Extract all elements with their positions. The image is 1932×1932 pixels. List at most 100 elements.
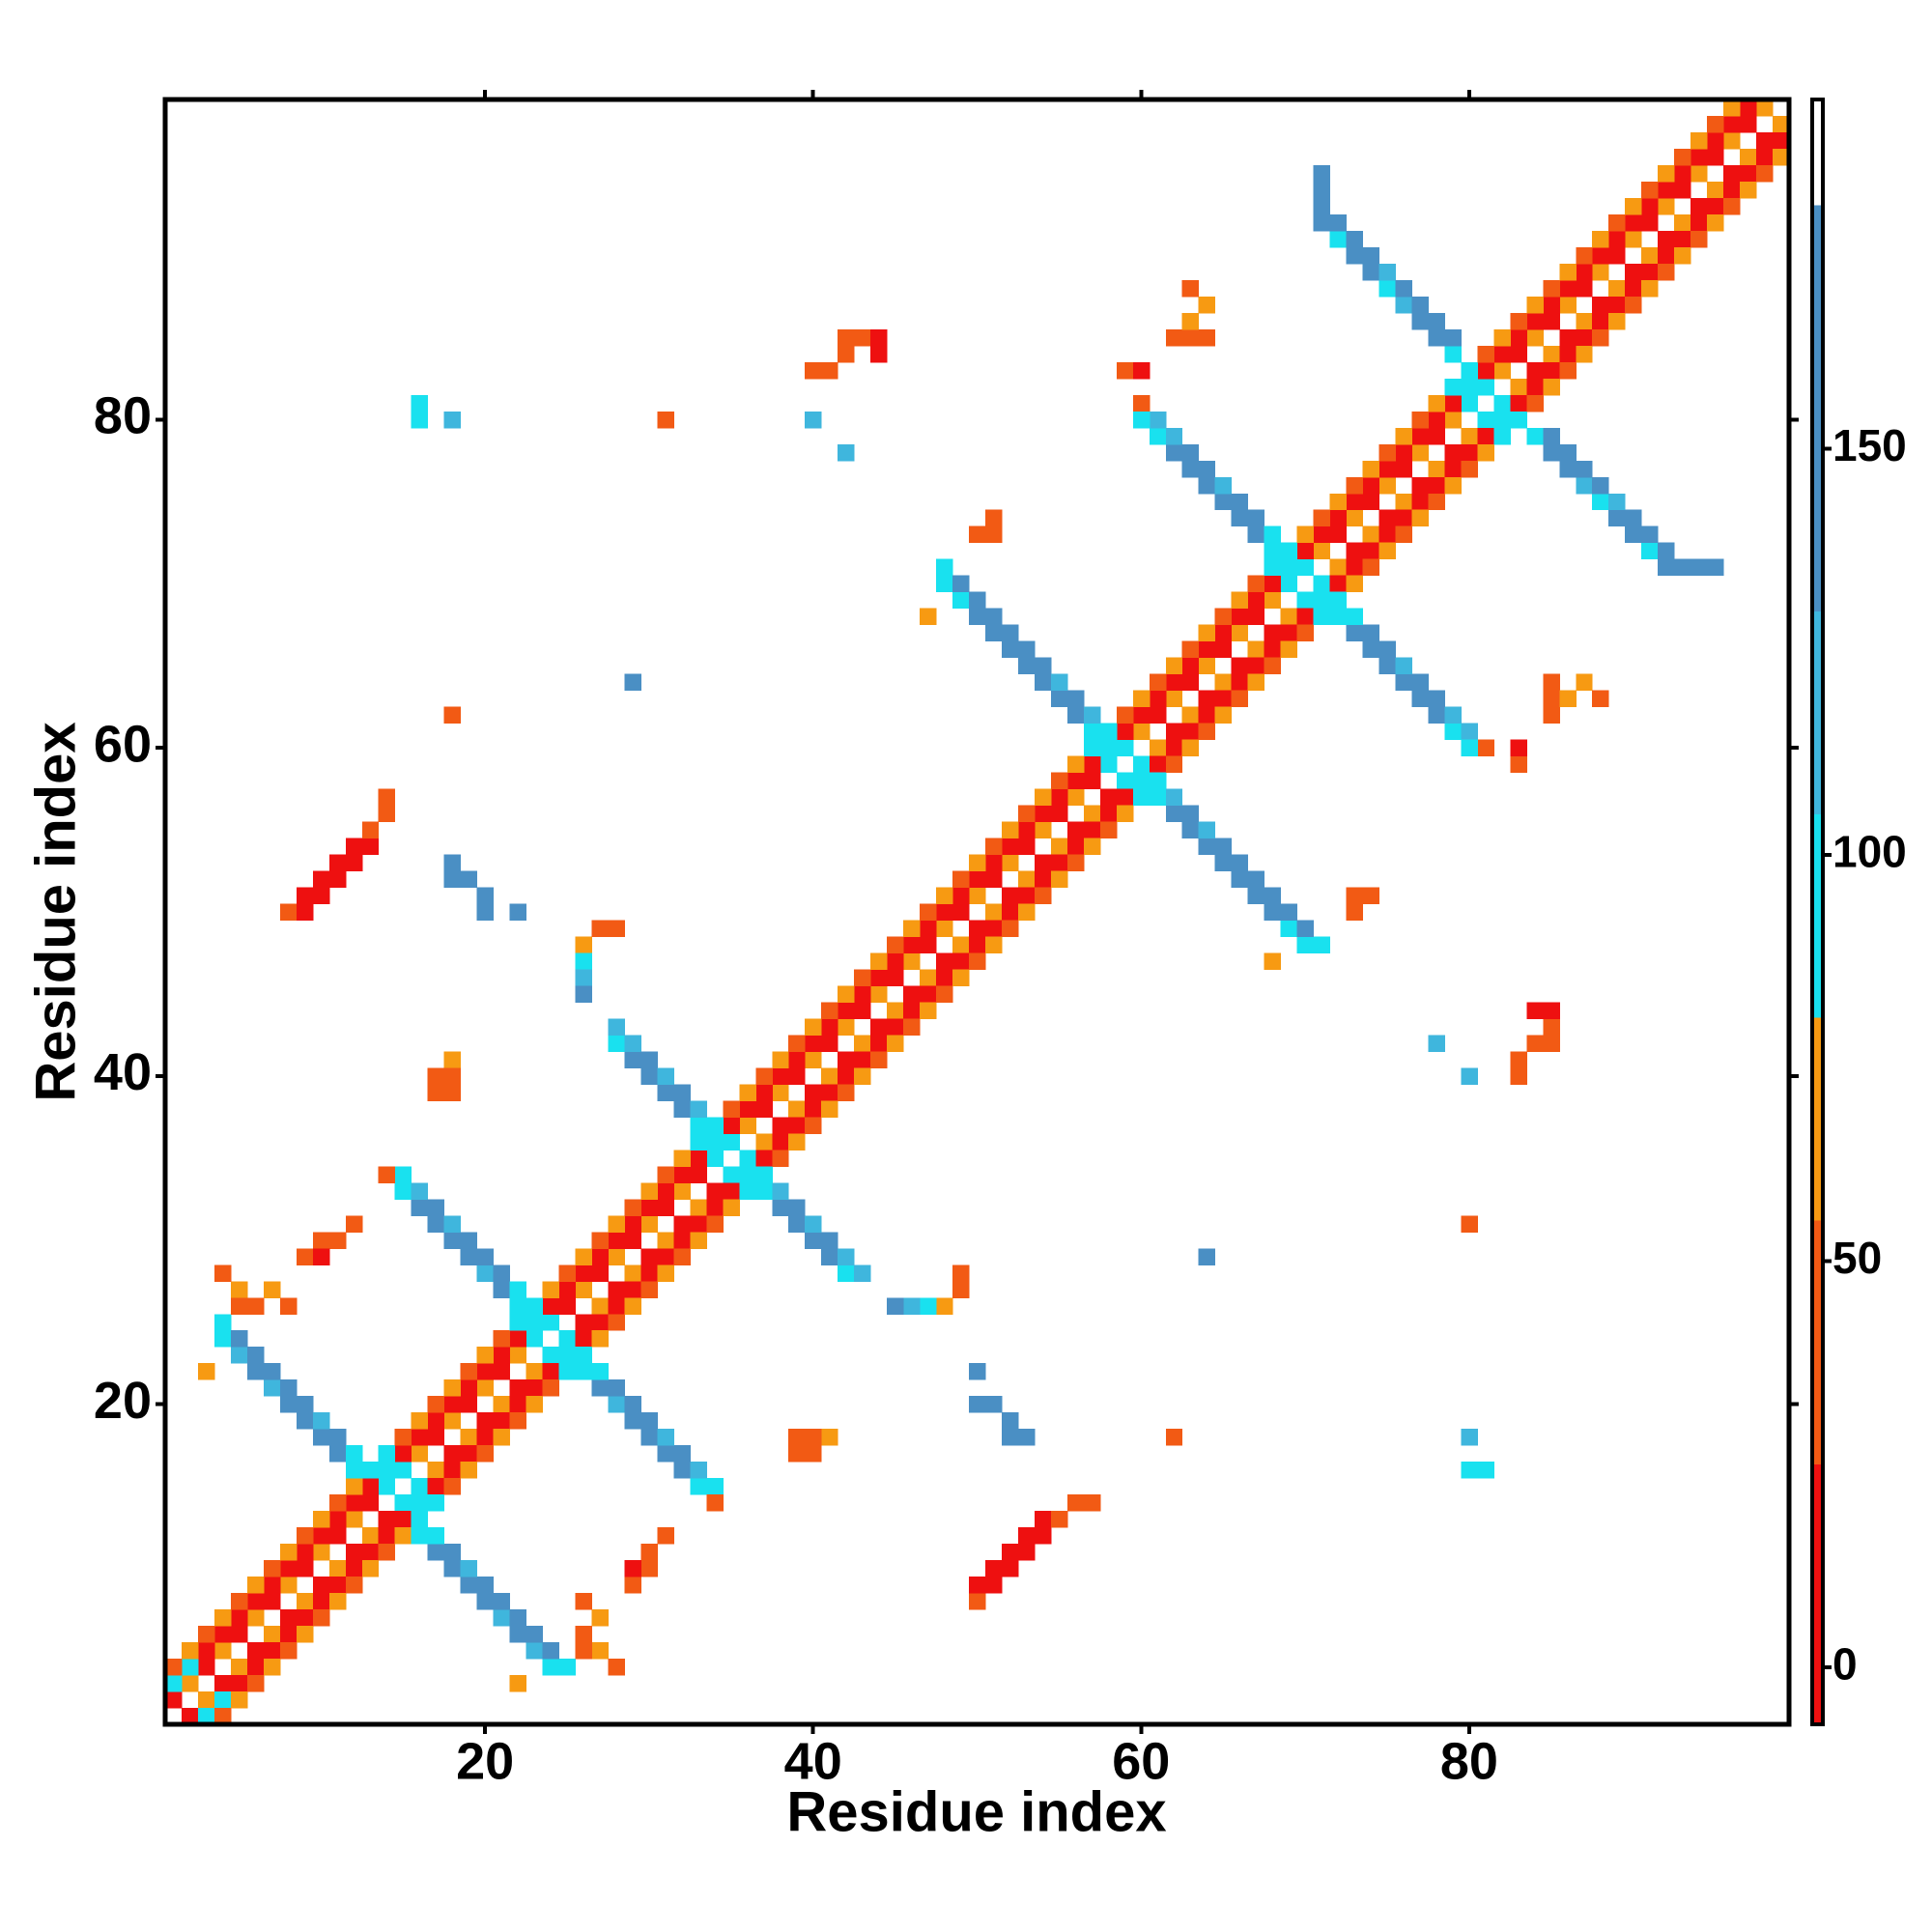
heatmap-cell — [624, 673, 641, 692]
heatmap-cell — [608, 1396, 625, 1413]
heatmap-cell — [936, 920, 953, 937]
heatmap-cell — [1001, 1560, 1019, 1577]
heatmap-cell — [1165, 788, 1183, 807]
heatmap-cell — [657, 1232, 674, 1249]
heatmap-cell — [1641, 213, 1659, 232]
heatmap-cell — [246, 1363, 265, 1380]
heatmap-cell — [984, 509, 1003, 527]
heatmap-cell — [673, 1182, 691, 1200]
heatmap-cell — [345, 838, 363, 856]
heatmap-cell — [624, 1396, 641, 1413]
heatmap-cell — [821, 1067, 838, 1085]
heatmap-cell — [1116, 361, 1134, 380]
heatmap-cell — [1543, 690, 1560, 708]
heatmap-cell — [378, 1544, 396, 1561]
heatmap-cell — [328, 1445, 347, 1463]
heatmap-cell — [1723, 115, 1741, 133]
heatmap-cell — [657, 1166, 674, 1183]
heatmap-cell — [1247, 640, 1265, 659]
heatmap-cell — [1395, 526, 1412, 544]
heatmap-cell — [213, 1314, 232, 1331]
x-tick-label: 60 — [1112, 1732, 1170, 1790]
heatmap-cell — [640, 1544, 658, 1561]
heatmap-cell — [1773, 115, 1790, 133]
heatmap-cell — [1050, 854, 1068, 872]
heatmap-cell — [246, 1347, 265, 1364]
heatmap-cell — [952, 952, 970, 970]
heatmap-cell — [1116, 723, 1134, 741]
heatmap-cell — [1510, 411, 1527, 429]
heatmap-cell — [1165, 657, 1183, 675]
heatmap-cell — [1214, 673, 1233, 692]
heatmap-cell — [805, 1035, 822, 1052]
heatmap-cell — [903, 920, 921, 937]
heatmap-cell — [1526, 1002, 1544, 1019]
heatmap-cell — [673, 1462, 691, 1479]
heatmap-cell — [1444, 706, 1462, 724]
heatmap-cell — [575, 985, 592, 1003]
heatmap-cell — [361, 821, 380, 839]
heatmap-cell — [952, 1281, 970, 1298]
heatmap-cell — [1034, 673, 1052, 692]
heatmap-cell — [1444, 443, 1462, 462]
heatmap-cell — [1149, 673, 1167, 692]
heatmap-cell — [1034, 854, 1052, 872]
heatmap-cell — [411, 1494, 429, 1512]
heatmap-cell — [920, 608, 937, 626]
heatmap-cell — [640, 1560, 658, 1577]
heatmap-cell — [1461, 361, 1478, 380]
heatmap-cell — [1477, 427, 1494, 445]
heatmap-cell — [263, 1593, 281, 1610]
heatmap-cell — [1165, 755, 1183, 774]
y-tick-label: 80 — [94, 387, 152, 445]
heatmap-cell — [1050, 838, 1068, 856]
heatmap-cell — [838, 328, 855, 347]
heatmap-cell — [739, 1100, 756, 1118]
heatmap-cell — [411, 1199, 429, 1216]
heatmap-cell — [657, 1067, 674, 1085]
heatmap-cell — [230, 1675, 248, 1692]
heatmap-cell — [1428, 460, 1445, 478]
heatmap-cell — [312, 887, 330, 905]
heatmap-cell — [1592, 690, 1609, 708]
heatmap-cell — [591, 1232, 609, 1249]
heatmap-cell — [1461, 1215, 1478, 1233]
heatmap-cell — [1444, 378, 1462, 396]
heatmap-cell — [1674, 148, 1691, 166]
heatmap-cell — [1592, 296, 1609, 314]
heatmap-cell — [1576, 312, 1593, 330]
heatmap-cell — [772, 1051, 789, 1068]
heatmap-cell — [476, 1248, 495, 1265]
heatmap-cell — [984, 903, 1003, 921]
heatmap-cell — [624, 1199, 641, 1216]
heatmap-cell — [1510, 755, 1527, 774]
heatmap-cell — [558, 1264, 576, 1282]
heatmap-cell — [1608, 246, 1626, 265]
heatmap-cell — [509, 1675, 527, 1692]
heatmap-cell — [1329, 230, 1348, 248]
heatmap-cell — [1461, 1067, 1478, 1085]
heatmap-cell — [969, 591, 986, 610]
heatmap-cell — [805, 1100, 822, 1118]
heatmap-cell — [1181, 821, 1200, 839]
heatmap-cell — [1641, 181, 1659, 199]
heatmap-cell — [1165, 805, 1183, 823]
heatmap-cell — [526, 1330, 544, 1348]
heatmap-cell — [181, 1675, 199, 1692]
heatmap-cell — [1411, 427, 1429, 445]
heatmap-cell — [460, 1462, 478, 1479]
heatmap-cell — [1362, 526, 1380, 544]
heatmap-cell — [1674, 181, 1691, 199]
heatmap-cell — [624, 1560, 641, 1577]
heatmap-cell — [984, 1560, 1003, 1577]
heatmap-cell — [821, 1248, 838, 1265]
heatmap-cell — [969, 1363, 986, 1380]
heatmap-cell — [805, 1445, 822, 1463]
heatmap-cell — [1592, 246, 1609, 265]
heatmap-cell — [1395, 427, 1412, 445]
heatmap-cell — [788, 1051, 806, 1068]
heatmap-cell — [1428, 493, 1445, 511]
heatmap-cell — [1083, 723, 1101, 741]
heatmap-cell — [1165, 739, 1183, 757]
heatmap-cell — [1395, 673, 1412, 692]
